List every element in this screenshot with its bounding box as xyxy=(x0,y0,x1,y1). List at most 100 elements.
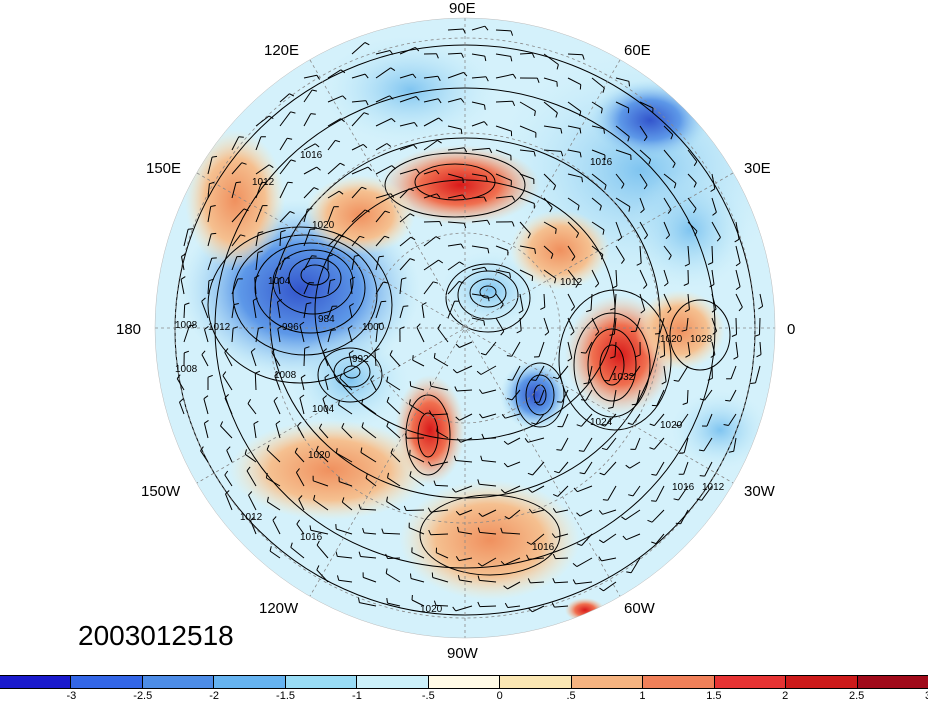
wind-barb-flag xyxy=(306,302,312,305)
wind-barb-flag xyxy=(628,374,634,377)
wind-barb xyxy=(581,413,593,427)
wind-barb xyxy=(530,533,545,545)
wind-barb xyxy=(375,235,385,247)
wind-barb-flag xyxy=(712,330,717,335)
wind-barb xyxy=(348,353,353,367)
wind-barb xyxy=(686,317,689,331)
wind-barb-flag xyxy=(507,379,513,381)
wind-barb-flag xyxy=(627,422,633,425)
wind-barb-flag xyxy=(184,350,190,354)
wind-barb-flag xyxy=(386,496,388,502)
wind-barb-flag xyxy=(457,526,460,532)
wind-barb-flag xyxy=(455,343,460,348)
wind-barb-flag xyxy=(290,111,296,114)
wind-barb-flag xyxy=(435,236,441,240)
wind-barb-flag xyxy=(316,540,320,546)
wind-barb-flag xyxy=(603,128,605,134)
wind-barb xyxy=(639,245,642,264)
wind-barb-flag xyxy=(643,184,648,190)
wind-barb xyxy=(390,452,401,463)
wind-barb-flag xyxy=(391,165,396,170)
wind-barb-flag xyxy=(627,136,630,142)
wind-barb xyxy=(299,397,305,415)
wind-barb xyxy=(421,304,425,319)
wind-barb xyxy=(430,385,449,391)
wind-barb-flag xyxy=(349,303,354,307)
wind-barb-flag xyxy=(331,329,337,331)
wind-barb-flag xyxy=(716,237,721,242)
wind-barb xyxy=(271,352,281,367)
wind-barb-flag xyxy=(181,253,187,257)
wind-barb xyxy=(447,28,464,31)
wind-barb xyxy=(324,377,329,391)
wind-barb-flag xyxy=(403,505,407,511)
wind-barb xyxy=(290,547,305,559)
wind-barb xyxy=(327,234,340,247)
wind-barb xyxy=(629,461,641,469)
wind-barb-flag xyxy=(296,468,300,473)
wind-barb xyxy=(338,579,353,583)
wind-barb-flag xyxy=(575,283,579,288)
wind-barb xyxy=(607,485,617,501)
wind-barb-flag xyxy=(408,188,414,192)
wind-barb-flag xyxy=(659,355,665,358)
wind-barb xyxy=(255,252,259,271)
wind-barb-flag xyxy=(534,248,536,254)
wind-barb xyxy=(176,378,185,391)
wind-barb-flag xyxy=(220,421,224,427)
wind-barb xyxy=(327,69,342,79)
wind-barb-flag xyxy=(370,375,375,380)
wind-barb xyxy=(567,173,582,178)
lon-label-30e: 30E xyxy=(744,160,771,177)
wind-barb xyxy=(583,437,593,452)
wind-barb-flag xyxy=(674,424,680,427)
wind-barb xyxy=(231,234,241,247)
wind-barb-flag xyxy=(460,243,465,249)
wind-barb-flag xyxy=(576,543,582,546)
wind-barb xyxy=(729,389,737,402)
wind-barb xyxy=(383,532,401,535)
wind-barb-flag xyxy=(232,326,239,329)
wind-barb-flag xyxy=(386,143,392,147)
wind-barb-flag xyxy=(487,248,490,254)
wind-barb-flag xyxy=(527,578,531,584)
wind-barb xyxy=(591,125,604,130)
wind-barb xyxy=(279,93,290,103)
wind-barb xyxy=(327,280,331,295)
wind-barb xyxy=(639,197,645,210)
wind-barb xyxy=(608,365,617,382)
wind-barb xyxy=(567,149,581,153)
wind-barb-flag xyxy=(570,331,575,336)
wind-barb-flag xyxy=(364,73,369,79)
wind-barb xyxy=(231,208,245,223)
wind-barb-flag xyxy=(501,413,506,419)
wind-barb-flag xyxy=(504,602,509,608)
wind-barb-flag xyxy=(477,562,483,567)
wind-barb xyxy=(704,389,713,401)
wind-barb-flag xyxy=(322,395,328,400)
contour-label: 996 xyxy=(282,322,299,333)
wind-barb-flag xyxy=(507,397,513,401)
lon-label-90e: 90E xyxy=(449,0,476,17)
wind-barb xyxy=(495,53,511,57)
wind-barb xyxy=(639,125,648,138)
wind-barb xyxy=(577,485,593,493)
wind-barb xyxy=(316,569,329,583)
wind-barb-flag xyxy=(560,151,564,157)
wind-barb xyxy=(303,282,310,295)
colorbar-box xyxy=(786,676,858,688)
wind-barb-flag xyxy=(271,348,276,353)
wind-barb-flag xyxy=(294,447,298,453)
wind-barb-flag xyxy=(437,98,442,104)
wind-barb-flag xyxy=(530,379,537,381)
wind-barb-flag xyxy=(347,325,353,330)
wind-barb-flag xyxy=(754,334,760,337)
wind-barb xyxy=(207,183,210,199)
wind-barb xyxy=(507,461,521,468)
wind-barb-flag xyxy=(738,306,743,312)
wind-barb-flag xyxy=(579,152,582,158)
wind-barb-flag xyxy=(254,275,260,279)
wind-barb-flag xyxy=(433,600,437,606)
wind-barb xyxy=(584,461,593,475)
wind-barb-flag xyxy=(224,470,229,476)
